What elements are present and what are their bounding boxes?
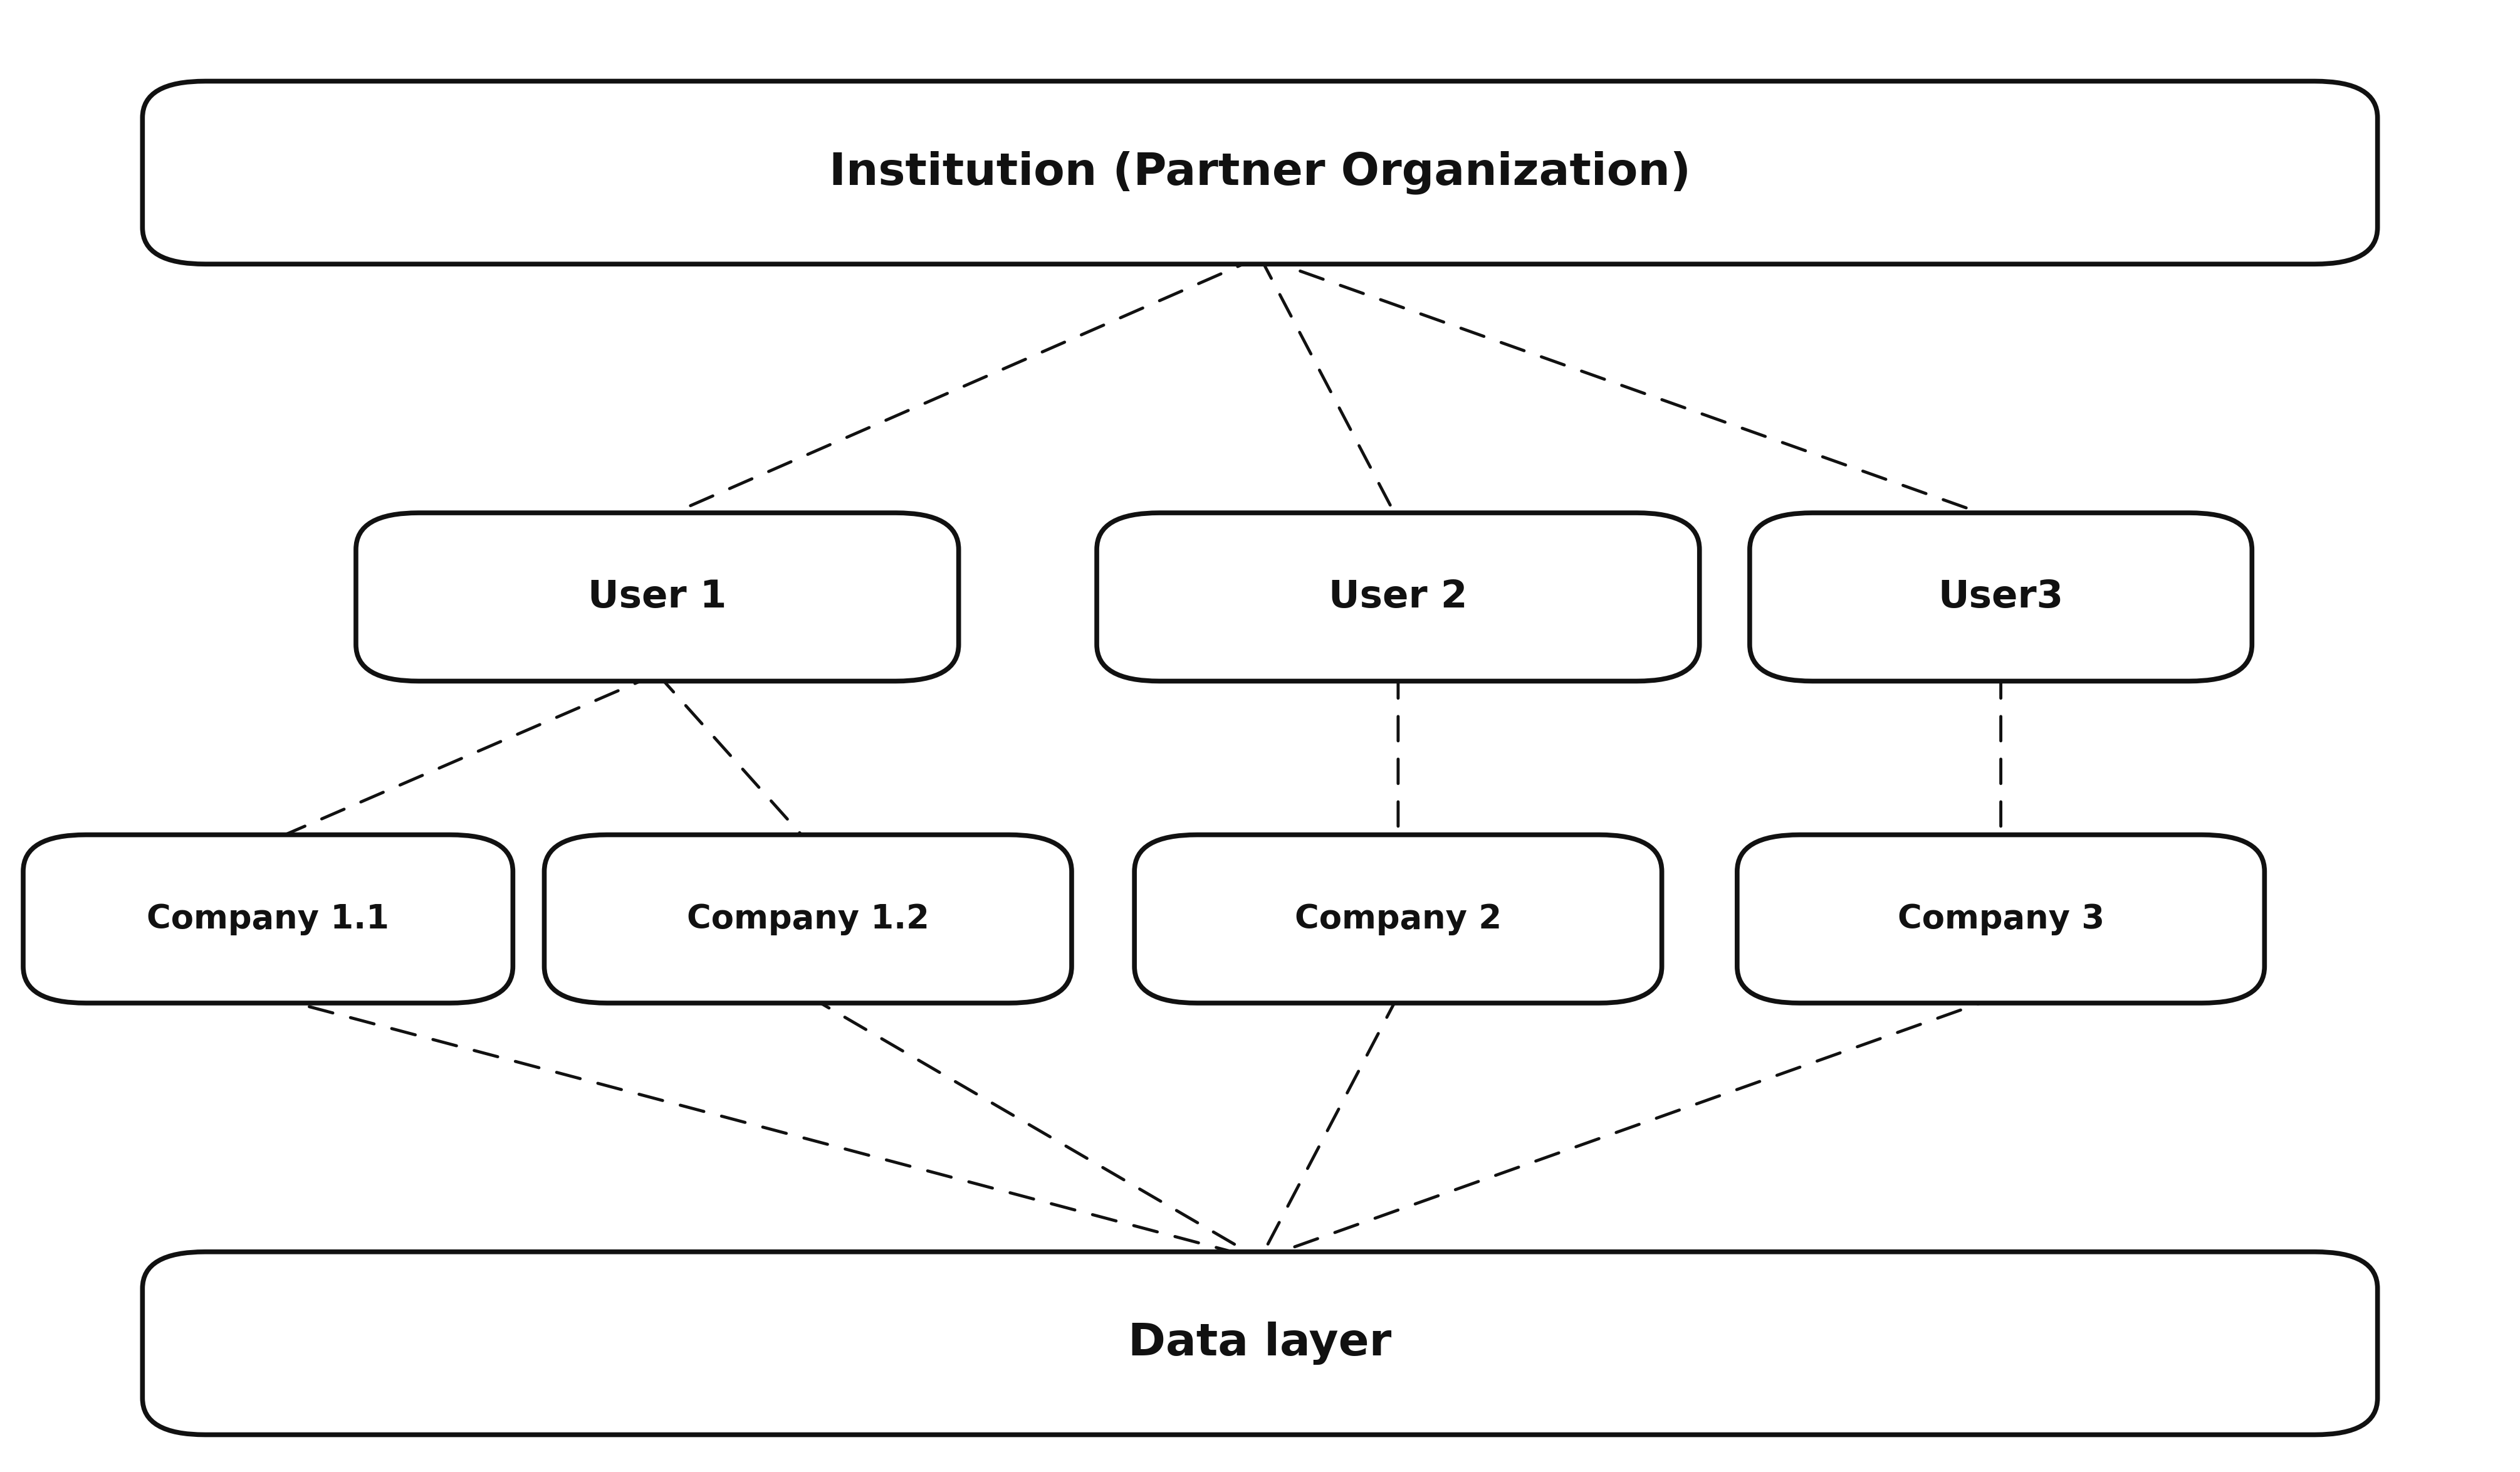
FancyBboxPatch shape (144, 1251, 2376, 1435)
Text: Data layer: Data layer (1129, 1322, 1391, 1365)
Text: User 2: User 2 (1328, 578, 1467, 615)
FancyBboxPatch shape (1134, 835, 1661, 1002)
FancyBboxPatch shape (1736, 835, 2265, 1002)
Text: Company 1.1: Company 1.1 (146, 902, 388, 935)
Text: Company 2: Company 2 (1295, 902, 1502, 935)
FancyBboxPatch shape (144, 81, 2376, 263)
Text: User 1: User 1 (587, 578, 726, 615)
FancyBboxPatch shape (1749, 512, 2253, 682)
Text: Company 3: Company 3 (1898, 902, 2104, 935)
FancyBboxPatch shape (1096, 512, 1698, 682)
FancyBboxPatch shape (355, 512, 958, 682)
FancyBboxPatch shape (23, 835, 514, 1002)
Text: Institution (Partner Organization): Institution (Partner Organization) (829, 150, 1691, 194)
FancyBboxPatch shape (544, 835, 1071, 1002)
Text: User3: User3 (1938, 578, 2064, 615)
Text: Company 1.2: Company 1.2 (688, 902, 930, 935)
